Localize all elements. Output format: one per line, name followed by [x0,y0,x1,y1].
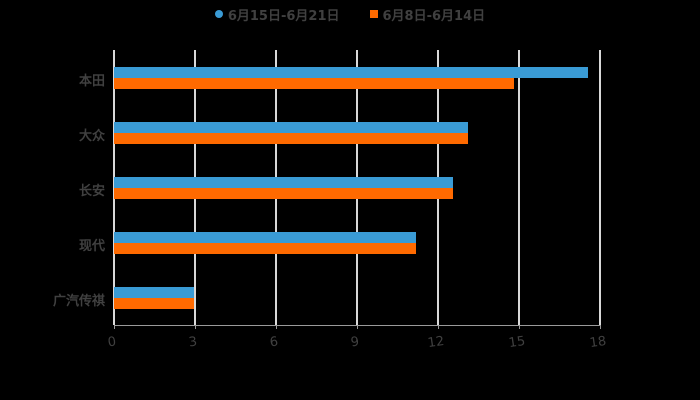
x-tick [519,325,520,329]
bar-series-1[interactable] [114,67,588,78]
y-category-label: 大众 [78,129,105,144]
x-tick-label: 9 [349,334,361,351]
x-tick [276,325,277,329]
bar-series-2[interactable] [114,78,514,89]
bar-series-2[interactable] [114,243,417,254]
legend-item-series-2[interactable]: 6月8日-6月14日 [369,4,486,24]
bar-series-2[interactable] [114,188,453,199]
x-tick [195,325,196,329]
legend-circle-icon [214,10,223,18]
x-tick-label: 0 [106,334,118,351]
bar-series-2[interactable] [114,133,468,144]
x-tick-label: 15 [507,333,527,352]
legend-item-series-1[interactable]: 6月15日-6月21日 [214,4,340,24]
x-tick-label: 18 [588,333,608,352]
legend-square-icon [369,10,378,18]
y-category-label: 本田 [78,74,105,89]
y-category-label: 广汽传祺 [52,294,105,309]
y-category-label: 长安 [78,184,105,199]
plot-area [113,50,601,325]
x-tick-label: 3 [187,334,199,351]
x-tick [357,325,358,329]
y-category-label: 现代 [78,239,105,254]
chart-legend: 6月15日-6月21日 6月8日-6月14日 [0,4,700,24]
x-tick-label: 12 [426,333,446,352]
gridline [518,50,520,325]
gridline [599,50,601,325]
bar-series-1[interactable] [114,122,468,133]
x-tick [114,325,115,329]
bar-series-1[interactable] [114,177,453,188]
legend-label: 6月15日-6月21日 [227,8,340,24]
x-tick [438,325,439,329]
x-tick-label: 6 [268,334,280,351]
bar-series-1[interactable] [114,287,194,298]
bar-series-1[interactable] [114,232,417,243]
bar-series-2[interactable] [114,298,194,309]
x-tick [600,325,601,329]
legend-label: 6月8日-6月14日 [382,8,486,24]
